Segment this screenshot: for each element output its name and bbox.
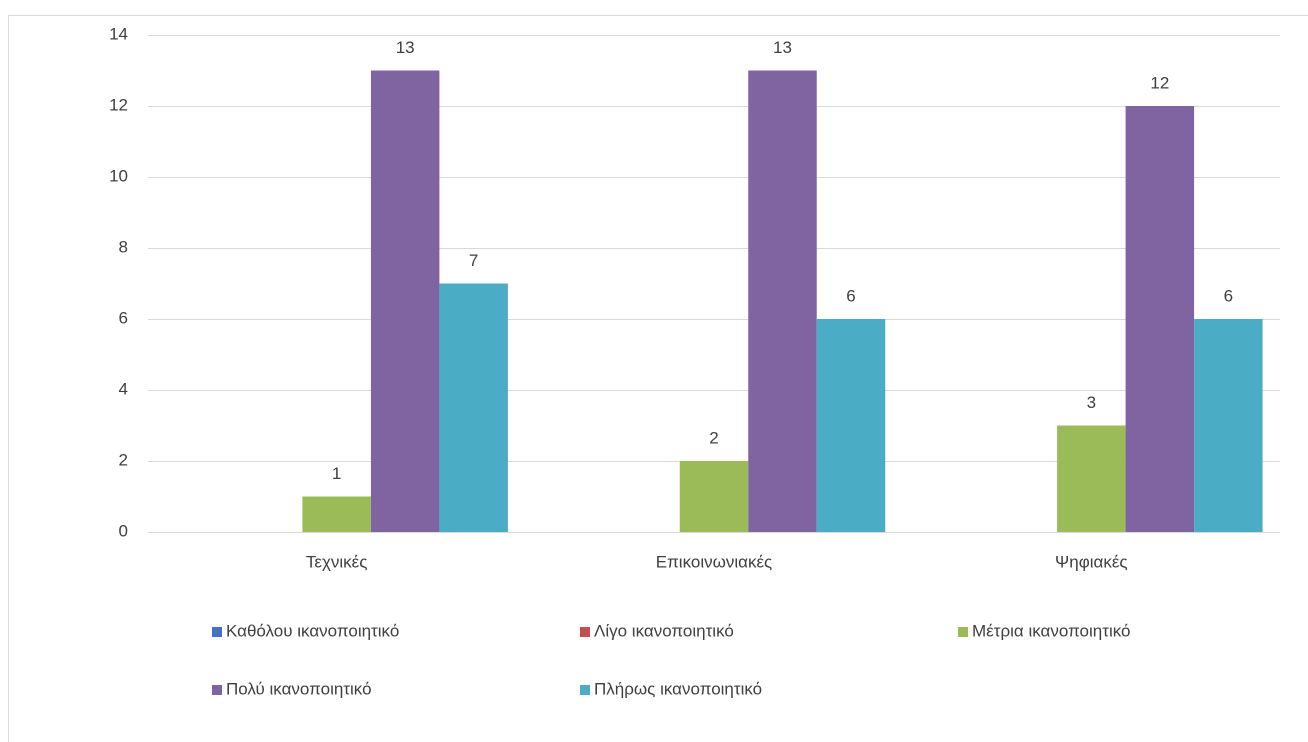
y-tick-label: 2 xyxy=(119,450,128,469)
bar xyxy=(816,319,886,532)
data-label: 13 xyxy=(773,38,792,57)
legend-label: Λίγο ικανοποιητικό xyxy=(594,621,734,640)
y-tick-label: 6 xyxy=(119,308,128,327)
data-label: 7 xyxy=(469,251,478,270)
x-tick-label: Τεχνικές xyxy=(306,552,368,571)
y-tick-label: 10 xyxy=(109,166,128,185)
bar xyxy=(302,496,371,532)
y-tick-label: 14 xyxy=(109,24,128,43)
bar xyxy=(1194,319,1263,532)
legend-swatch xyxy=(580,685,590,695)
legend-swatch xyxy=(580,627,590,637)
legend-label: Πλήρως ικανοποιητικό xyxy=(594,679,762,698)
data-label: 6 xyxy=(1224,286,1233,305)
legend-label: Καθόλου ικανοποιητικό xyxy=(226,621,399,640)
legend-label: Μέτρια ικανοποιητικό xyxy=(972,621,1130,640)
chart-frame xyxy=(8,15,1308,742)
y-tick-label: 12 xyxy=(109,95,128,114)
y-tick-label: 0 xyxy=(119,521,128,540)
bar xyxy=(748,70,817,532)
data-label: 13 xyxy=(396,38,415,57)
data-label: 12 xyxy=(1150,73,1169,92)
legend-swatch xyxy=(212,627,222,637)
data-label: 2 xyxy=(709,428,718,447)
legend-label: Πολύ ικανοποιητικό xyxy=(226,679,372,698)
bar xyxy=(1057,425,1126,532)
data-label: 1 xyxy=(332,464,341,483)
legend-swatch xyxy=(212,685,222,695)
x-tick-label: Ψηφιακές xyxy=(1055,552,1128,571)
data-label: 6 xyxy=(846,286,855,305)
y-tick-label: 8 xyxy=(119,237,128,256)
bar xyxy=(370,70,440,532)
bar xyxy=(439,283,508,532)
legend-swatch xyxy=(958,627,968,637)
data-label: 3 xyxy=(1087,393,1096,412)
bar xyxy=(679,461,749,532)
y-tick-label: 4 xyxy=(119,379,128,398)
bar xyxy=(1125,106,1195,532)
x-tick-label: Επικοινωνιακές xyxy=(656,552,773,571)
